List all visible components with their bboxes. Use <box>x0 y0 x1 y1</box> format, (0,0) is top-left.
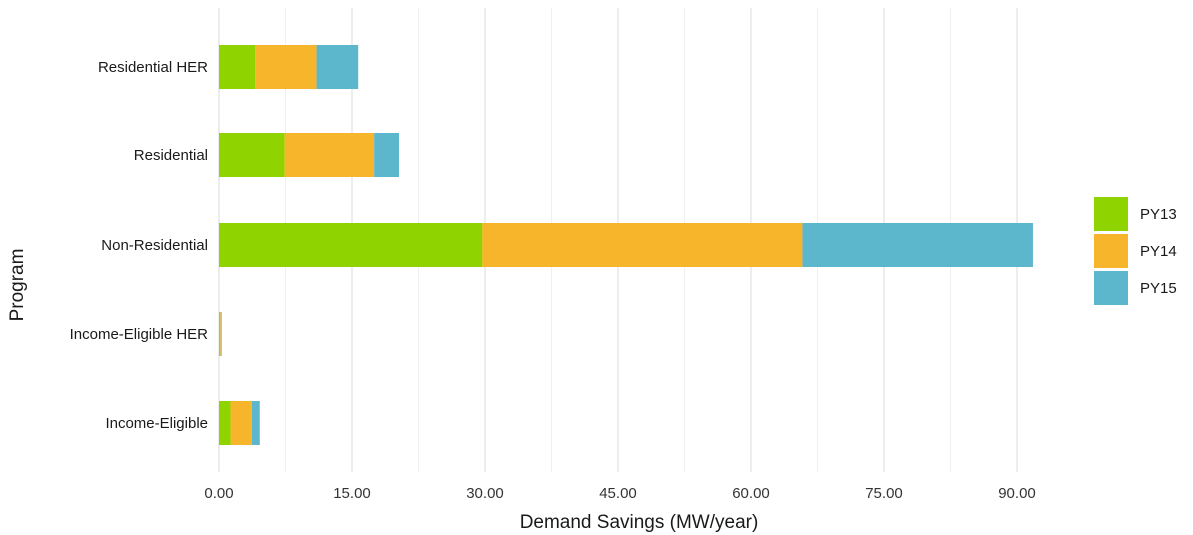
category-label: Income-Eligible <box>105 415 208 432</box>
bar-segment-py15 <box>374 133 399 177</box>
bar-segment-py13 <box>219 45 256 89</box>
legend-key-py14 <box>1094 234 1128 268</box>
x-tick-label: 60.00 <box>732 485 770 502</box>
category-label: Income-Eligible HER <box>70 326 209 343</box>
legend-label: PY14 <box>1140 243 1177 260</box>
bar-segment-py13 <box>219 223 483 267</box>
bar-segment-py13 <box>219 133 285 177</box>
bar-segment-py14 <box>482 223 803 267</box>
legend-key-py15 <box>1094 271 1128 305</box>
category-labels: Income-Eligible Income-Eligible HER Non-Re… <box>70 59 209 432</box>
bar-segment-py14 <box>219 312 221 356</box>
x-tick-label: 30.00 <box>466 485 504 502</box>
legend-label: PY15 <box>1140 280 1177 297</box>
legend: PY13 PY14 PY15 <box>1094 197 1177 305</box>
x-axis-title: Demand Savings (MW/year) <box>520 512 759 533</box>
category-label: Residential HER <box>98 59 208 76</box>
legend-key-py13 <box>1094 197 1128 231</box>
bar-segment-py13 <box>219 401 231 445</box>
bar-segment-py14 <box>255 45 317 89</box>
legend-label: PY13 <box>1140 206 1177 223</box>
bar-segment-py14 <box>284 133 375 177</box>
x-tick-label: 45.00 <box>599 485 637 502</box>
bar-segment-py13 <box>219 312 220 356</box>
x-tick-label: 15.00 <box>333 485 371 502</box>
x-tick-label: 90.00 <box>998 485 1036 502</box>
category-label: Residential <box>134 147 208 164</box>
x-tick-labels: 0.00 15.00 30.00 45.00 60.00 75.00 90.00 <box>204 485 1035 502</box>
bar-segment-py15 <box>316 45 359 89</box>
bars <box>219 45 1033 445</box>
x-tick-label: 0.00 <box>204 485 233 502</box>
y-axis-title: Program <box>7 249 28 322</box>
bar-segment-py15 <box>251 401 260 445</box>
category-label: Non-Residential <box>101 237 208 254</box>
x-tick-label: 75.00 <box>865 485 903 502</box>
bar-segment-py14 <box>230 401 252 445</box>
bar-segment-py15 <box>802 223 1033 267</box>
bar-segment-py15 <box>220 312 222 356</box>
